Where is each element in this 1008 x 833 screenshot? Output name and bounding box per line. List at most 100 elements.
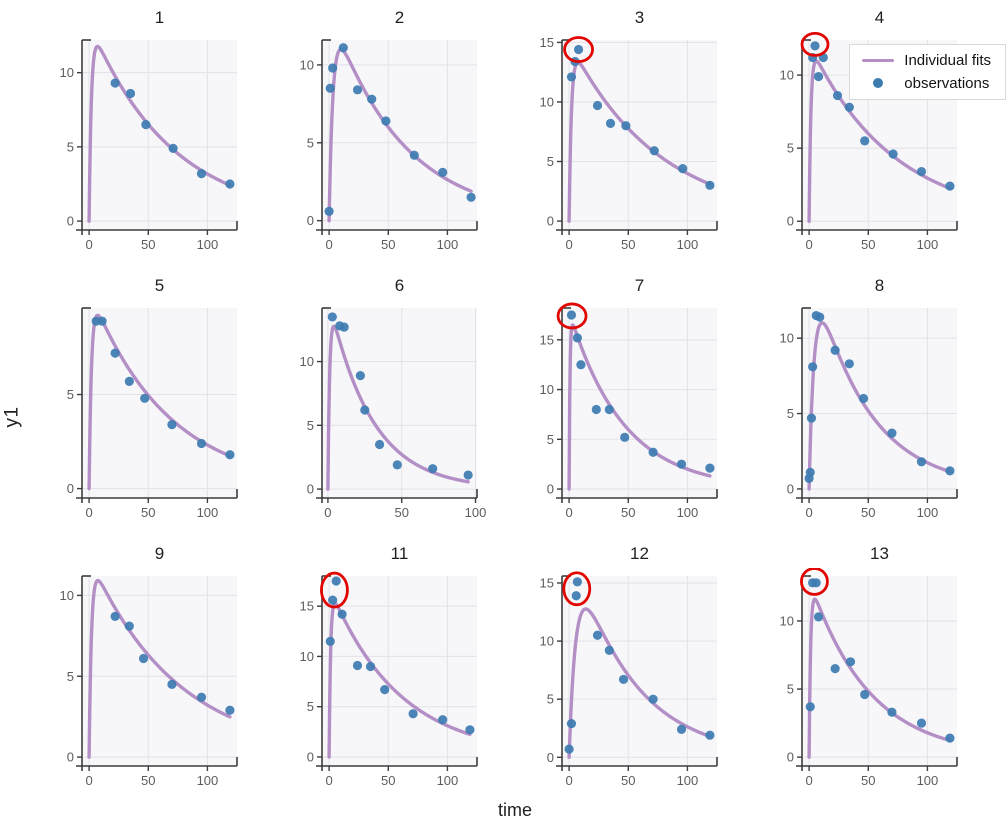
svg-text:50: 50 [861,237,875,252]
subplot-5: 5 0 5 0 50 100 [50,272,290,540]
subplot-3: 3 0 5 10 15 0 50 100 [530,4,770,272]
x-axis-label: time [497,800,532,820]
svg-text:50: 50 [394,505,408,520]
svg-text:0: 0 [805,505,812,520]
subplot-title: 6 [394,276,405,295]
fit-line-icon [862,59,895,62]
subplot-canvas: 0 5 10 15 0 50 100 [300,571,478,788]
svg-text:0: 0 [67,750,74,765]
svg-text:0: 0 [67,214,74,229]
subplot-canvas: 0 5 10 15 0 50 100 [540,302,718,520]
svg-text:50: 50 [141,237,155,252]
subplot-title: 11 [390,544,409,563]
svg-text:5: 5 [787,406,794,421]
subplot-title: 4 [874,8,885,27]
svg-text:10: 10 [60,588,74,603]
svg-text:100: 100 [437,237,459,252]
svg-text:0: 0 [307,213,314,228]
svg-text:5: 5 [307,135,314,150]
legend-fit-label: Individual fits [904,52,991,69]
subplot-title: 7 [634,276,645,295]
svg-text:5: 5 [787,141,794,156]
svg-text:0: 0 [805,237,812,252]
subplot-title: 13 [870,544,889,563]
svg-text:10: 10 [540,94,554,109]
svg-text:50: 50 [141,773,155,788]
subplot-title: 1 [154,8,165,27]
svg-text:0: 0 [547,214,554,229]
svg-text:5: 5 [67,139,74,154]
subplot-title: 3 [634,8,645,27]
svg-text:5: 5 [787,682,794,697]
svg-text:0: 0 [805,773,812,788]
svg-text:10: 10 [780,68,794,83]
svg-text:100: 100 [917,505,939,520]
svg-text:50: 50 [381,773,395,788]
svg-text:50: 50 [381,237,395,252]
subplot-title: 12 [630,544,649,563]
svg-text:100: 100 [677,237,699,252]
subplot-8: 8 0 5 10 0 50 100 [770,272,1008,540]
subplot-title: 2 [394,8,405,27]
svg-text:0: 0 [565,237,572,252]
svg-text:0: 0 [85,773,92,788]
svg-text:0: 0 [67,481,74,496]
svg-text:15: 15 [300,599,314,614]
legend-item-fit: Individual fits [862,52,991,69]
svg-text:5: 5 [307,418,314,433]
svg-text:0: 0 [85,237,92,252]
subplot-title: 8 [874,276,885,295]
svg-text:0: 0 [307,749,314,764]
svg-text:5: 5 [67,669,74,684]
svg-text:100: 100 [917,773,939,788]
observation-dot-icon [862,75,894,92]
legend-item-observations: observations [862,75,991,92]
svg-text:100: 100 [197,505,219,520]
svg-text:10: 10 [540,634,554,649]
svg-text:100: 100 [197,237,219,252]
svg-text:5: 5 [307,699,314,714]
svg-text:15: 15 [540,35,554,50]
svg-text:0: 0 [325,237,332,252]
subplot-canvas: 0 5 10 15 0 50 100 [540,571,718,788]
svg-text:10: 10 [300,649,314,664]
svg-text:50: 50 [621,237,635,252]
subplot-9: 9 0 5 10 0 50 100 [50,540,290,808]
subplot-2: 2 0 5 10 0 50 100 [290,4,530,272]
svg-text:50: 50 [861,773,875,788]
svg-text:100: 100 [465,505,487,520]
svg-text:100: 100 [677,773,699,788]
subplot-canvas: 050 50 100 [67,307,238,520]
subplot-1: 1 0 5 10 0 50 100 [50,4,290,272]
subplot-grid: 1 0 5 10 0 50 100 2 0 5 10 0 50 100 3 0 5 10 15 0 50 100… [50,4,1008,808]
svg-text:0: 0 [547,482,554,497]
svg-text:0: 0 [324,505,331,520]
svg-text:50: 50 [621,773,635,788]
subplot-title: 5 [154,276,165,295]
subplot-11: 11 0 5 10 15 0 50 100 [290,540,530,808]
svg-text:0: 0 [787,214,794,229]
svg-text:50: 50 [861,505,875,520]
svg-text:100: 100 [677,505,699,520]
subplot-7: 7 0 5 10 15 0 50 100 [530,272,770,540]
subplot-canvas: 0 5 10 15 0 50 100 [540,35,718,252]
subplot-12: 12 0 5 10 15 0 50 100 [530,540,770,808]
legend-obs-label: observations [904,75,990,92]
svg-text:5: 5 [67,387,74,402]
svg-text:10: 10 [540,382,554,397]
svg-text:50: 50 [621,505,635,520]
subplot-13: 13 0 5 10 0 50 100 [770,540,1008,808]
svg-text:5: 5 [547,154,554,169]
svg-text:10: 10 [60,65,74,80]
svg-text:0: 0 [787,750,794,765]
svg-text:0: 0 [565,505,572,520]
subplot-title: 9 [154,544,165,563]
svg-text:100: 100 [917,237,939,252]
svg-text:100: 100 [197,773,219,788]
svg-text:15: 15 [540,332,554,347]
svg-text:10: 10 [780,331,794,346]
